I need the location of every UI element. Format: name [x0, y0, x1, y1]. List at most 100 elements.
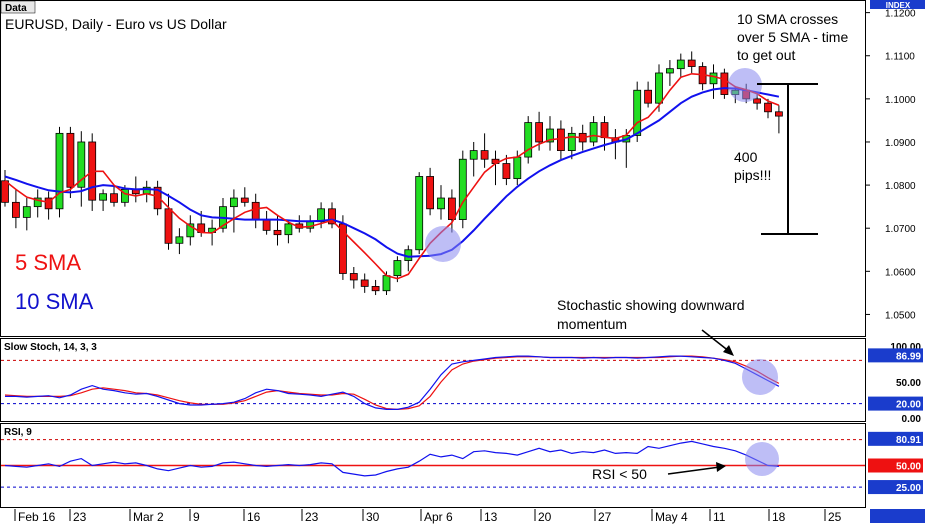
- cross-note-line-2: over 5 SMA - time: [737, 29, 848, 45]
- candle-body-bear: [262, 219, 271, 231]
- stoch-highlight: [742, 359, 778, 395]
- pips-bracket: [757, 83, 818, 235]
- sma5-line: [4, 72, 780, 280]
- price-tick-label: 1.1100: [885, 52, 915, 63]
- candle: [175, 228, 184, 255]
- x-tick-label: May 4: [655, 510, 688, 524]
- x-tick-label: 25: [828, 510, 842, 524]
- x-tick-label: 23: [305, 510, 319, 524]
- candle: [775, 105, 783, 134]
- candle: [633, 81, 642, 142]
- x-tick-label: 30: [366, 510, 380, 524]
- candle: [611, 129, 620, 160]
- candle: [99, 189, 107, 211]
- candle: [437, 185, 445, 220]
- candle: [524, 116, 533, 164]
- stoch-note-line-2: momentum: [557, 316, 627, 332]
- candle-body-bull: [99, 193, 107, 201]
- price-panel-frame: [0, 0, 866, 337]
- candle-body-bull: [22, 206, 31, 218]
- candle: [393, 256, 402, 283]
- candle: [764, 98, 772, 119]
- candle: [11, 189, 20, 229]
- rsi-panel-frame: [0, 423, 866, 508]
- candle-body-bull: [458, 158, 467, 220]
- candle-body-bull: [546, 128, 554, 143]
- rsi-axis-badge: [868, 458, 923, 473]
- data-tab[interactable]: [0, 0, 36, 14]
- candles: [1, 51, 783, 296]
- candle-body-bear: [110, 193, 118, 203]
- candle: [426, 167, 435, 216]
- candle-body-bull: [415, 176, 424, 251]
- candle-body-bear: [251, 201, 260, 220]
- candle: [371, 279, 380, 296]
- candle-body-bull: [55, 132, 64, 210]
- candle: [666, 60, 674, 86]
- candle: [546, 116, 554, 151]
- candle-body-bear: [153, 186, 162, 210]
- candle-body-bear: [447, 197, 456, 220]
- candle: [229, 189, 238, 233]
- candle: [458, 150, 467, 229]
- x-tick-label: 9: [193, 510, 200, 524]
- stoch-low-value: 20.00: [896, 400, 921, 411]
- candle: [55, 126, 64, 218]
- candle-body-bear: [535, 122, 543, 143]
- x-tick-label: Mar 2: [133, 510, 164, 524]
- sma10-line: [4, 87, 780, 258]
- cross-highlight-1: [425, 226, 461, 262]
- candle: [262, 210, 271, 235]
- candle-body-bear: [426, 176, 435, 210]
- pips-note-line-1: 400: [734, 149, 758, 165]
- chart-title: EURUSD, Daily - Euro vs US Dollar: [5, 16, 227, 32]
- x-axis: Feb 16 23 Mar 2 9 16 23 30 Apr 6 13 20 27 May 4 11 18…: [14, 509, 842, 524]
- candle: [44, 191, 53, 220]
- candle: [567, 126, 576, 160]
- candle-body-bull: [175, 236, 184, 244]
- stoch-axis-label: 50.00: [896, 378, 921, 389]
- rsi-axis-badge: [868, 480, 923, 495]
- candle: [22, 198, 31, 231]
- rsi-axis: 80.91 50.00 25.00: [868, 431, 923, 495]
- candle: [142, 180, 151, 203]
- candle: [33, 189, 42, 218]
- candle-body-bear: [360, 279, 369, 287]
- pips-note-line-2: pips!!!: [734, 167, 771, 183]
- candle: [644, 81, 652, 108]
- candle: [284, 219, 293, 244]
- rsi-axis-badge: [868, 431, 923, 446]
- stoch-panel-frame: [0, 338, 866, 422]
- candle-body-bear: [764, 102, 772, 113]
- candle: [240, 187, 249, 207]
- candle-body-bull: [589, 122, 598, 143]
- price-tick-label: 1.0500: [885, 310, 916, 321]
- candle: [77, 131, 86, 207]
- candle: [557, 120, 565, 160]
- rsi-axis-label: 80.91: [896, 435, 921, 446]
- candle: [491, 150, 500, 186]
- candle: [753, 94, 761, 110]
- candle-body-bear: [1, 180, 9, 203]
- candle-body-bull: [567, 132, 576, 151]
- stoch-arrow-head: [723, 345, 734, 356]
- price-axis: 1.1200 1.1100 1.1000 1.0900 1.0800 1.0700 1.06…: [885, 9, 916, 322]
- candle-body-bull: [469, 150, 478, 160]
- bottom-scroll-widget[interactable]: [870, 509, 925, 523]
- rsi-axis-label: 25.00: [896, 483, 921, 494]
- rsi-axis-label: 50.00: [896, 462, 921, 473]
- price-tick-label: 1.0900: [885, 138, 916, 149]
- candle-body-bull: [77, 141, 86, 188]
- cross-highlight-2: [728, 68, 762, 102]
- candle-body-bear: [11, 201, 20, 218]
- x-tick-label: 18: [772, 510, 786, 524]
- stoch-levels: [1, 359, 865, 405]
- candle-body-bull: [633, 89, 642, 136]
- candle: [698, 62, 707, 91]
- index-tab[interactable]: [870, 0, 925, 9]
- candle-body-bull: [284, 223, 293, 236]
- candle-body-bull: [33, 197, 42, 208]
- candle: [709, 64, 718, 99]
- candle-body-bull: [524, 122, 533, 158]
